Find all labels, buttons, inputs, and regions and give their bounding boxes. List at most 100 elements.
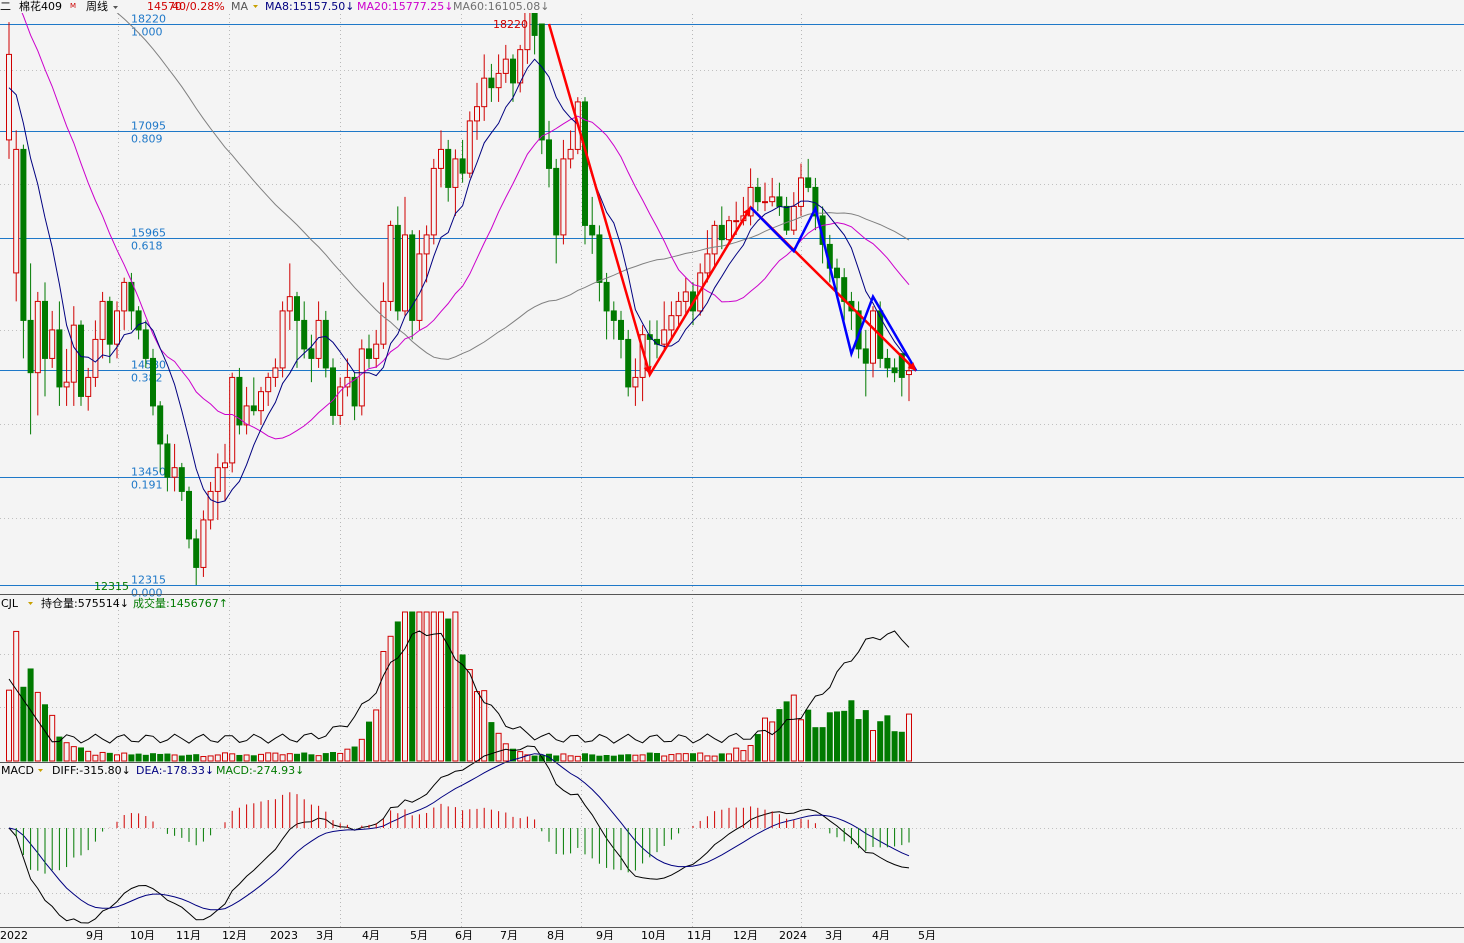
volume-indicator-name[interactable]: CJL: [1, 597, 19, 610]
candle-body: [747, 186, 754, 217]
candle-body: [610, 310, 617, 321]
volume-bar: [747, 745, 754, 762]
candle-body: [870, 310, 876, 364]
volume-bar: [114, 754, 120, 762]
candle-body: [351, 376, 358, 407]
candle-body: [812, 186, 819, 217]
wave-red-line: [547, 23, 918, 378]
volume-bar: [366, 721, 372, 762]
volume-bar: [186, 754, 192, 762]
volume-bar: [135, 753, 142, 762]
ma20-readout: MA20:15777.25↓: [357, 0, 453, 13]
volume-bar: [308, 754, 315, 762]
macd-indicator-name[interactable]: MACD: [1, 764, 34, 777]
peak-label: 18220: [493, 18, 528, 31]
fib-ratio-label: 0.000: [131, 587, 163, 600]
fibonacci-levels: 182201.000170950.809159650.618145800.382…: [0, 13, 1464, 600]
volume-bar: [740, 750, 747, 762]
symbol-marker: M: [70, 2, 76, 10]
volume-bar: [70, 746, 77, 762]
triangle-down-icon[interactable]: [38, 769, 43, 772]
candle-body: [164, 443, 171, 478]
volume-bar: [517, 751, 524, 762]
candle-body: [452, 158, 459, 188]
triangle-down-icon[interactable]: [28, 602, 33, 605]
volume-bar: [567, 755, 574, 762]
symbol-name[interactable]: 棉花409: [19, 0, 62, 13]
volume-bar: [351, 746, 358, 762]
volume-bar: [128, 754, 135, 762]
triangle-down-icon[interactable]: [253, 5, 258, 8]
x-axis-tick-label: 9月: [596, 929, 614, 940]
volume-bar: [150, 753, 156, 762]
candle-body: [769, 196, 776, 203]
candle-body: [200, 519, 207, 568]
volume-bar: [258, 753, 264, 762]
volume-bar: [661, 755, 668, 762]
candle-body: [236, 376, 243, 426]
volume-bar: [315, 755, 322, 762]
wave-blue-line: [749, 204, 918, 372]
x-axis-tick-label: 5月: [918, 929, 936, 940]
candle-body: [70, 324, 77, 383]
candle-body: [762, 201, 768, 204]
volume-bar: [596, 755, 603, 762]
volume-bar: [697, 752, 704, 762]
candle-body: [13, 148, 20, 274]
candle-body: [466, 120, 473, 174]
candle-body: [294, 296, 300, 321]
volume-bar: [834, 711, 840, 762]
candle-body: [265, 376, 272, 393]
x-axis-tick-label: 10月: [641, 929, 666, 940]
volume-bar: [250, 755, 257, 762]
volume-bar: [445, 618, 452, 762]
period-selector[interactable]: 周线: [86, 0, 108, 13]
ma-indicator-label[interactable]: MA: [231, 0, 248, 13]
volume-bar: [848, 700, 855, 762]
candle-body: [142, 329, 149, 359]
candle-body: [409, 234, 416, 321]
candle-body: [42, 300, 48, 359]
x-axis-tick-label: 4月: [362, 929, 380, 940]
candle-body: [798, 177, 804, 207]
fib-ratio-label: 0.809: [131, 133, 163, 146]
volume-bar: [142, 754, 149, 762]
x-axis-tick-label: 2023: [270, 929, 298, 940]
candle-body: [416, 253, 423, 321]
x-axis-tick-label: 11月: [176, 929, 201, 940]
candle-body: [135, 310, 142, 331]
volume-bar: [294, 753, 300, 762]
volume-bar: [416, 611, 423, 762]
diff-readout: DIFF:-315.80↓: [52, 764, 131, 777]
candle-body: [330, 367, 336, 416]
volume-bar: [193, 754, 200, 762]
volume-bar: [553, 755, 560, 762]
fib-ratio-label: 0.382: [131, 372, 163, 385]
candle-body: [884, 357, 891, 369]
candle-body: [862, 348, 869, 364]
volume-bar: [862, 710, 869, 762]
low-label: 12315: [94, 580, 129, 593]
volume-bar: [49, 714, 56, 762]
candle-body: [27, 319, 34, 374]
volume-bar: [726, 753, 732, 762]
volume-bar: [85, 750, 92, 762]
candle-body: [250, 405, 257, 412]
volume-bar: [423, 611, 430, 762]
fib-price-label: 15965: [131, 227, 166, 240]
x-axis-tick-label: 4月: [872, 929, 890, 940]
candle-body: [776, 196, 783, 207]
volume-bar: [243, 754, 250, 762]
candle-body: [438, 148, 444, 169]
volume-bar: [459, 654, 466, 762]
chevron-down-icon[interactable]: [113, 6, 118, 9]
volume-bar: [531, 755, 538, 762]
candle-body: [373, 343, 380, 359]
candle-body: [85, 376, 92, 397]
fib-price-label: 14580: [131, 359, 166, 372]
volume-bar: [812, 727, 819, 762]
fib-price-label: 17095: [131, 120, 166, 133]
macd-readout: MACD:-274.93↓: [216, 764, 304, 777]
candle-body: [459, 158, 466, 174]
